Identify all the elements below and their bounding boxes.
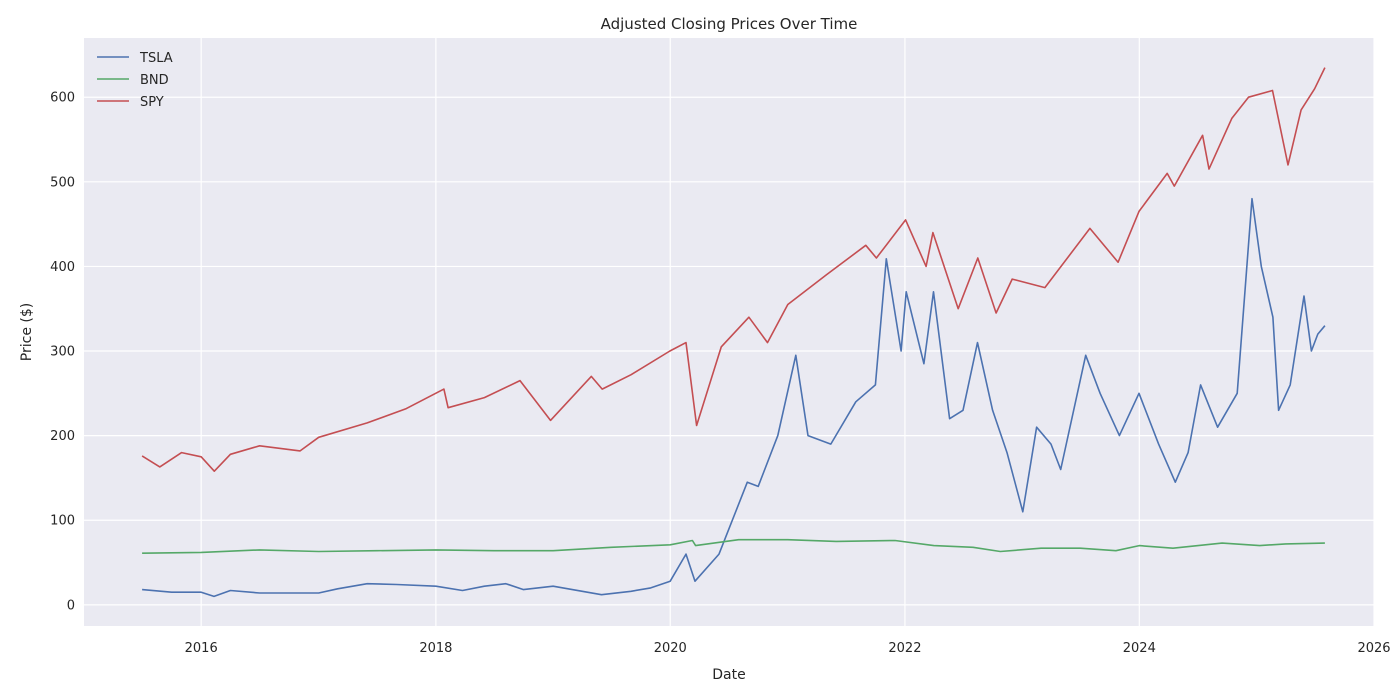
legend-label-spy: SPY [140, 95, 164, 110]
x-axis-ticks: 2016 2018 2020 2022 2024 2026 [185, 641, 1391, 656]
y-tick-label-4: 400 [50, 260, 75, 275]
legend-label-bnd: BND [140, 73, 169, 88]
x-tick-label-4: 2024 [1123, 641, 1156, 656]
y-tick-label-5: 500 [50, 175, 75, 190]
y-tick-label-2: 200 [50, 429, 75, 444]
series-layer [141, 67, 1326, 598]
y-axis-label: Price ($) [19, 303, 35, 361]
chart-title: Adjusted Closing Prices Over Time [601, 15, 858, 33]
x-tick-label-1: 2018 [419, 641, 452, 656]
series-line-tsla [142, 197, 1326, 598]
y-tick-label-3: 300 [50, 345, 75, 360]
series-line-spy [141, 67, 1326, 472]
y-tick-label-0: 0 [67, 598, 75, 613]
x-tick-label-0: 2016 [185, 641, 218, 656]
plot-area [84, 38, 1374, 626]
x-axis-label: Date [712, 667, 745, 683]
y-axis-ticks: 0 100 200 300 400 500 600 [50, 91, 75, 614]
x-tick-label-3: 2022 [888, 641, 921, 656]
legend: TSLA BND SPY [97, 51, 173, 110]
x-tick-label-5: 2026 [1357, 641, 1390, 656]
legend-label-tsla: TSLA [139, 51, 173, 66]
y-tick-label-1: 100 [50, 514, 75, 529]
y-tick-label-6: 600 [50, 91, 75, 106]
series-line-bnd [142, 538, 1325, 554]
x-tick-label-2: 2020 [654, 641, 687, 656]
grid-lines [84, 38, 1375, 626]
